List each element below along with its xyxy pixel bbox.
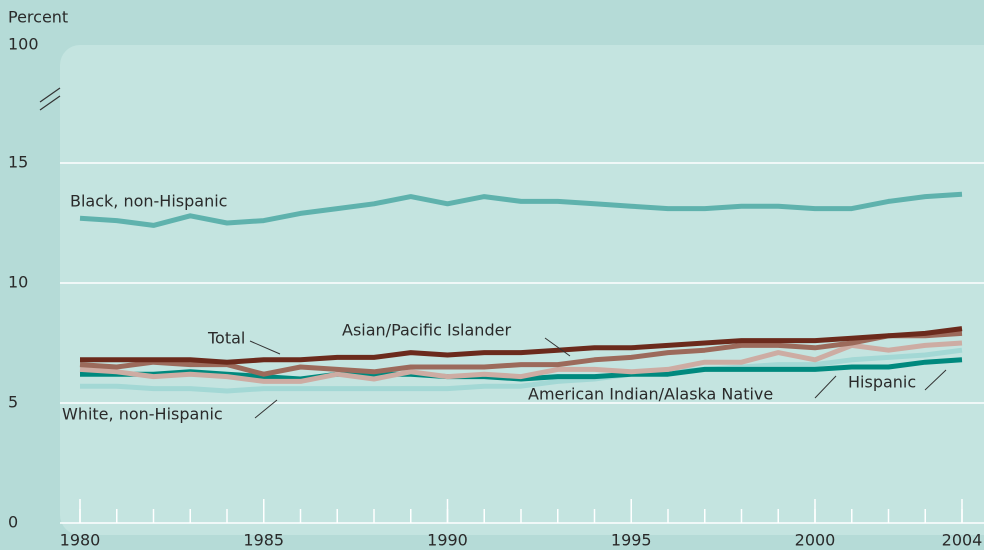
leader-line [249,340,281,355]
series-line [79,191,963,228]
series-line [80,326,963,365]
x-tick-label: 1995 [611,531,652,550]
y-tick-label: 5 [8,393,18,412]
plot-panel [60,45,984,535]
leader-line [814,375,837,399]
series-label: Hispanic [848,373,916,392]
x-tick-label: 2000 [795,531,836,550]
x-tick-label: 2004 [942,531,983,550]
y-tick-label: 10 [8,273,28,292]
series-line [79,340,963,384]
leader-line [924,369,947,391]
series-label: Asian/Pacific Islander [342,321,511,340]
series-label: Total [207,329,245,348]
y-tick-label: 15 [8,153,28,172]
y-tick-label: 0 [8,513,18,532]
leader-line [254,399,278,419]
y-axis-label: Percent [8,8,68,27]
series-label: American Indian/Alaska Native [528,385,773,404]
y-tick-label: 100 [8,35,39,54]
axis-break [39,87,61,111]
series-label: Black, non-Hispanic [70,192,227,211]
leader-line [544,337,571,357]
series-line [80,347,963,394]
x-tick-label: 1990 [427,531,468,550]
x-tick-label: 1985 [243,531,284,550]
series-label: White, non-Hispanic [62,405,223,424]
x-tick-label: 1980 [60,531,101,550]
